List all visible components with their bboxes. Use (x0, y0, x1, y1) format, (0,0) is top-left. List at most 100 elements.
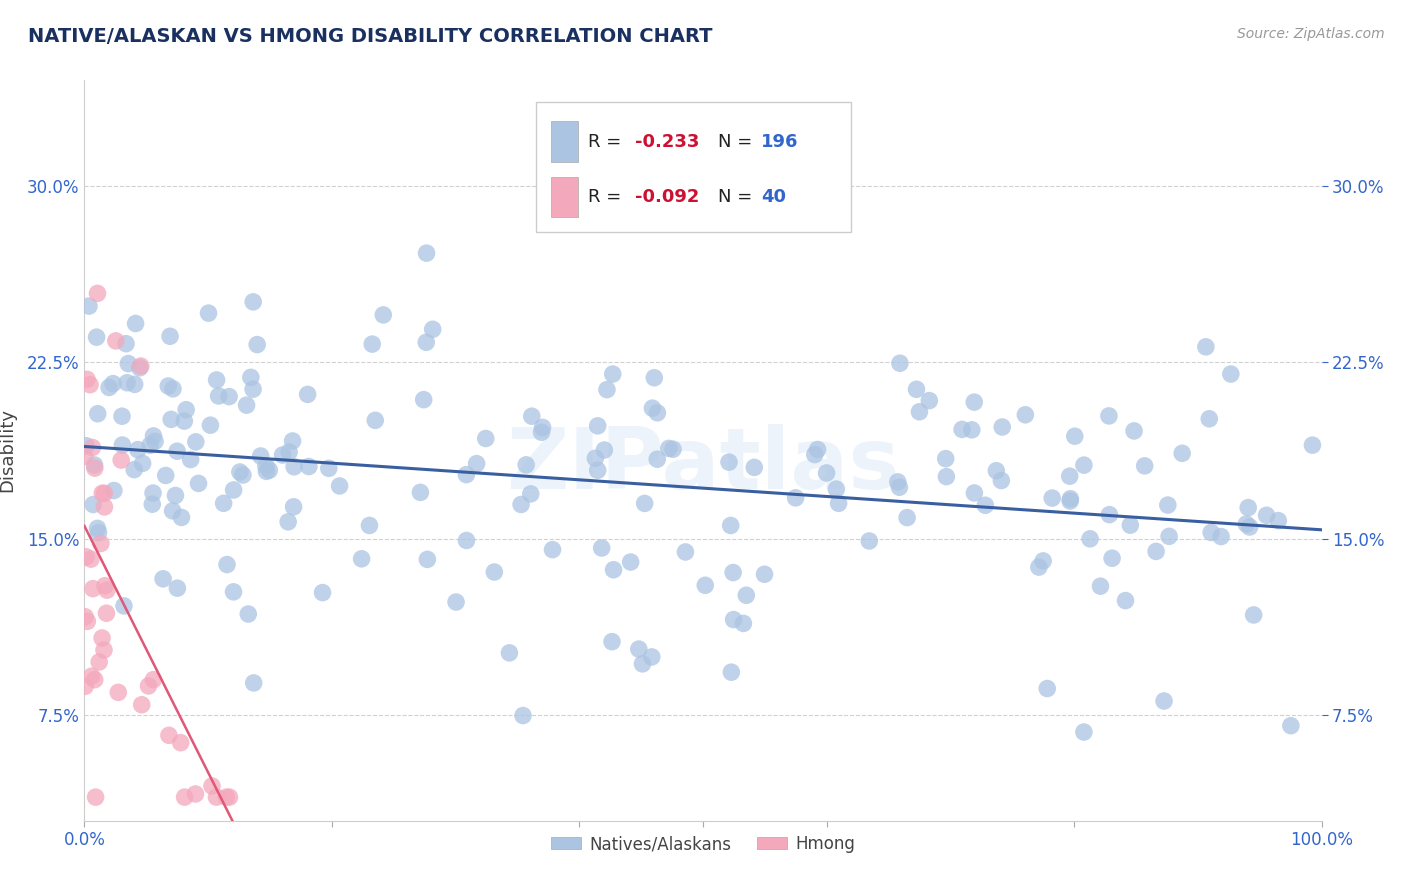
Point (593, 443, 616, 458)
Point (717, 455, 740, 469)
Text: -0.233: -0.233 (636, 133, 699, 151)
Point (143, 434, 166, 449)
Point (1098, 508, 1121, 522)
Point (110, 453, 132, 467)
Point (170, 736, 193, 750)
Point (889, 480, 911, 494)
Point (222, 483, 245, 497)
Point (960, 423, 983, 437)
Point (87, 525, 110, 540)
Y-axis label: Disability: Disability (0, 409, 15, 492)
Point (596, 383, 619, 397)
Point (1234, 517, 1257, 532)
Point (162, 504, 184, 518)
Point (117, 357, 139, 371)
Point (1032, 554, 1054, 568)
Point (82, 441, 104, 455)
Point (215, 558, 238, 572)
Point (484, 565, 506, 579)
Point (75, 679, 97, 693)
Point (858, 533, 880, 548)
Point (721, 566, 744, 580)
Point (935, 469, 957, 483)
Point (122, 462, 145, 476)
Point (86, 286, 108, 301)
Point (129, 359, 152, 373)
Point (591, 541, 613, 555)
Point (79, 377, 101, 392)
Point (600, 634, 623, 648)
Point (115, 336, 138, 351)
Point (373, 308, 395, 322)
Point (974, 498, 997, 512)
Point (242, 382, 264, 396)
Point (723, 613, 745, 627)
Point (735, 588, 758, 602)
Point (281, 434, 304, 448)
Point (350, 551, 373, 566)
Point (239, 370, 262, 384)
Point (131, 456, 153, 470)
Text: N =: N = (718, 188, 758, 206)
Point (986, 464, 1008, 478)
Point (1078, 532, 1101, 546)
FancyBboxPatch shape (551, 177, 578, 218)
Point (277, 515, 299, 529)
Point (908, 405, 931, 419)
Point (98, 380, 121, 394)
Point (963, 486, 986, 500)
Point (283, 459, 305, 474)
Point (77, 299, 100, 313)
Point (170, 510, 193, 524)
Point (90, 536, 112, 550)
Point (80, 669, 103, 683)
Point (415, 246, 437, 260)
Point (138, 679, 160, 693)
Text: -0.092: -0.092 (636, 188, 699, 206)
Point (142, 673, 165, 687)
Point (444, 595, 467, 609)
Point (131, 698, 153, 712)
Point (804, 448, 827, 462)
Point (187, 476, 209, 491)
Point (84, 790, 107, 805)
Point (1171, 446, 1194, 460)
Point (271, 448, 294, 462)
Point (1198, 412, 1220, 426)
Point (173, 414, 195, 428)
Point (157, 379, 180, 393)
Point (83, 673, 105, 687)
Point (695, 578, 717, 592)
Point (520, 409, 543, 424)
Text: Source: ZipAtlas.com: Source: ZipAtlas.com (1237, 27, 1385, 41)
Point (278, 445, 301, 459)
Point (127, 442, 149, 457)
Point (76, 372, 98, 386)
Point (827, 496, 849, 510)
Text: 40: 40 (761, 188, 786, 206)
Point (530, 425, 553, 440)
Point (364, 413, 387, 427)
Point (212, 496, 235, 510)
Point (73, 450, 96, 464)
Point (87, 407, 110, 421)
Point (1157, 498, 1180, 512)
Legend: Natives/Alaskans, Hmong: Natives/Alaskans, Hmong (551, 835, 855, 853)
Point (104, 334, 127, 348)
Point (75, 609, 97, 624)
Point (152, 572, 174, 586)
FancyBboxPatch shape (536, 103, 852, 232)
Point (602, 367, 624, 381)
Point (896, 510, 918, 524)
Point (311, 585, 333, 599)
Point (200, 418, 222, 433)
Point (1028, 560, 1050, 574)
Text: NATIVE/ALASKAN VS HMONG DISABILITY CORRELATION CHART: NATIVE/ALASKAN VS HMONG DISABILITY CORRE… (28, 27, 713, 45)
Point (586, 463, 609, 477)
Point (1199, 525, 1222, 540)
Point (641, 649, 664, 664)
Text: ZIPatlas: ZIPatlas (506, 424, 900, 507)
Point (1073, 458, 1095, 472)
Point (259, 463, 281, 477)
Point (889, 356, 911, 370)
